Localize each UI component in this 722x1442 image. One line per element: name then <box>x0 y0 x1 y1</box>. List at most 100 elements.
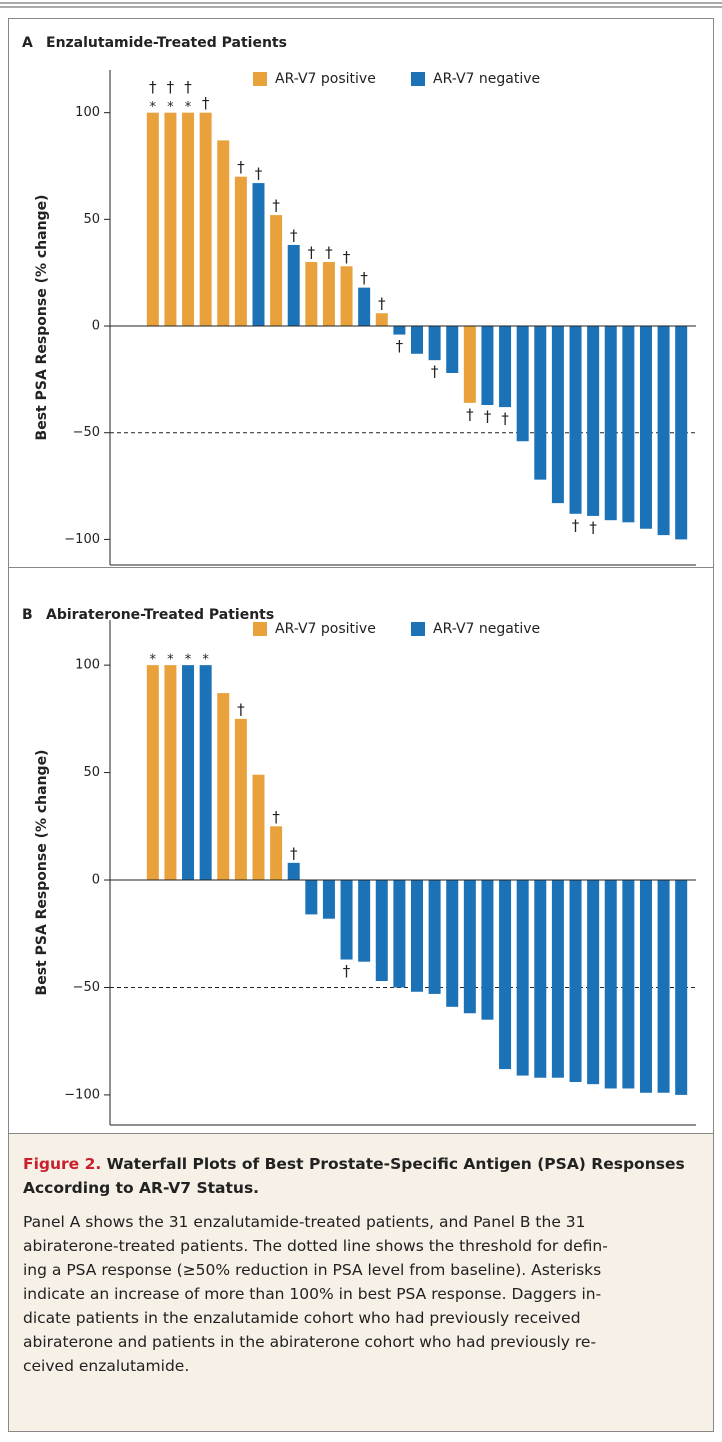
panel-label: A <box>22 35 33 51</box>
legend-label: AR-V7 negative <box>433 71 540 87</box>
bar <box>587 880 600 1085</box>
caption-label: Figure 2. <box>23 1155 102 1173</box>
y-tick-label: 100 <box>75 105 100 120</box>
bar <box>587 326 600 516</box>
bar <box>270 215 283 327</box>
bar <box>217 140 230 327</box>
dagger: † <box>202 94 210 112</box>
y-tick-label: 50 <box>83 212 100 227</box>
caption-line: indicate an increase of more than 100% i… <box>23 1285 602 1303</box>
dagger: † <box>272 808 280 826</box>
bar <box>375 880 388 982</box>
bar <box>393 880 406 988</box>
bar <box>358 880 371 962</box>
dagger: † <box>360 269 368 287</box>
bar <box>604 880 617 1089</box>
bar <box>411 880 423 992</box>
bar <box>499 880 512 1070</box>
dagger: † <box>484 407 492 425</box>
bar <box>569 880 582 1083</box>
legend-swatch <box>411 72 425 86</box>
bar <box>305 262 318 327</box>
dagger: † <box>237 158 245 176</box>
dagger: † <box>466 405 474 423</box>
dagger: † <box>378 295 386 313</box>
dagger: † <box>167 78 175 96</box>
bar <box>622 880 635 1089</box>
caption-line: ing a PSA response (≥50% reduction in PS… <box>23 1261 602 1279</box>
bar <box>358 287 371 327</box>
bar <box>305 880 318 915</box>
y-tick-label: 0 <box>92 873 100 888</box>
y-axis-label: Best PSA Response (% change) <box>34 195 50 441</box>
bar <box>146 665 159 881</box>
dagger: † <box>184 78 192 96</box>
bar <box>499 326 512 408</box>
bar <box>534 326 547 480</box>
bar <box>569 326 582 514</box>
dagger: † <box>255 165 263 183</box>
asterisk: * <box>185 653 192 668</box>
bar <box>287 244 300 327</box>
bar <box>164 665 177 881</box>
dagger: † <box>343 962 351 980</box>
dagger: † <box>272 197 280 215</box>
dagger: † <box>308 244 316 262</box>
bar <box>146 112 159 327</box>
bar <box>446 880 459 1007</box>
bar <box>463 880 476 1014</box>
legend-swatch <box>411 622 425 636</box>
asterisk: * <box>167 100 174 115</box>
bar <box>463 326 476 403</box>
y-tick-label: −100 <box>64 1087 100 1102</box>
bar <box>481 880 494 1020</box>
bar <box>551 326 564 504</box>
bar <box>182 112 195 327</box>
bar <box>340 266 353 327</box>
asterisk: * <box>150 653 157 668</box>
legend-label: AR-V7 negative <box>433 621 540 637</box>
bar <box>217 693 230 881</box>
legend-label: AR-V7 positive <box>275 71 376 87</box>
bar <box>639 326 652 529</box>
bar <box>428 880 441 994</box>
bar <box>604 326 617 521</box>
asterisk: * <box>185 100 192 115</box>
caption-title: Waterfall Plots of Best Prostate-Specifi… <box>106 1155 685 1173</box>
legend-swatch <box>253 72 267 86</box>
bar <box>164 112 177 327</box>
bar <box>657 880 670 1093</box>
caption-line: Panel A shows the 31 enzalutamide-treate… <box>23 1213 586 1231</box>
y-tick-label: 50 <box>83 765 100 780</box>
dagger: † <box>237 700 245 718</box>
bar <box>428 326 441 361</box>
bar <box>252 774 265 881</box>
bar <box>199 112 212 327</box>
dagger: † <box>396 337 404 355</box>
asterisk: * <box>150 100 157 115</box>
caption: Figure 2. Waterfall Plots of Best Prosta… <box>9 1134 713 1431</box>
bar <box>393 326 406 335</box>
bar <box>270 826 283 881</box>
y-tick-label: −100 <box>64 532 100 547</box>
bar <box>516 880 529 1076</box>
panel-title: Abiraterone-Treated Patients <box>46 607 274 623</box>
bar <box>446 326 459 373</box>
bar <box>481 326 494 405</box>
bar <box>252 183 265 327</box>
dagger: † <box>290 226 298 244</box>
bar <box>182 665 195 881</box>
bar <box>322 880 335 919</box>
caption-body: Panel A shows the 31 enzalutamide-treate… <box>23 1210 713 1378</box>
bar <box>551 880 564 1078</box>
y-tick-label: 100 <box>75 658 100 673</box>
bar <box>199 665 212 881</box>
caption-line: abiraterone-treated patients. The dotted… <box>23 1237 608 1255</box>
dagger: † <box>501 410 509 428</box>
frame <box>8 18 714 1432</box>
asterisk: * <box>167 653 174 668</box>
bar <box>287 862 300 881</box>
bar <box>234 718 247 881</box>
dagger: † <box>325 244 333 262</box>
